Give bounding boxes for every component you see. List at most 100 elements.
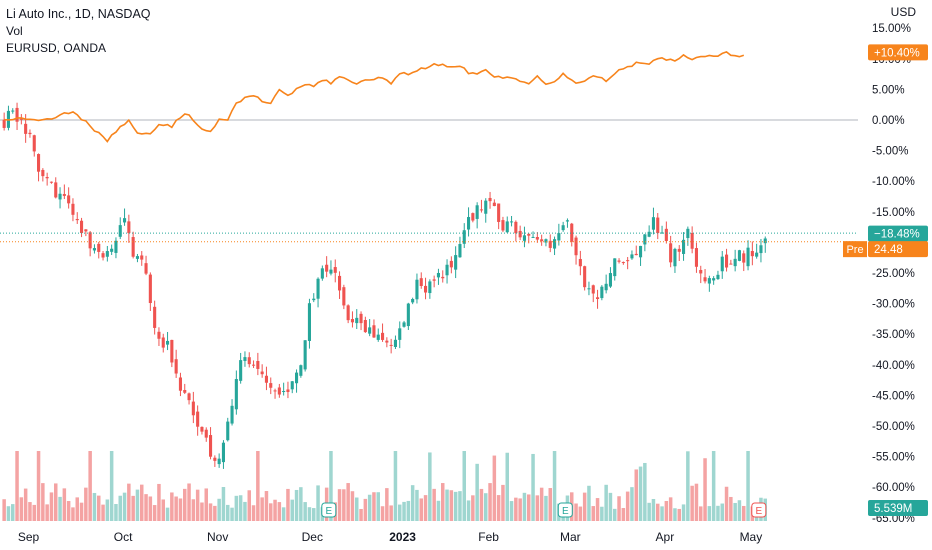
candle-body [617,260,621,262]
volume-bar [243,501,247,521]
volume-bar [109,451,114,521]
candle-body [660,232,664,234]
candle-body [372,325,376,338]
volume-bar [114,504,118,521]
volume-bar [398,504,402,521]
candle-body [80,220,84,234]
candle-body [733,258,737,267]
volume-bar [127,483,131,521]
candle-body [682,239,686,254]
volume-bar [432,488,436,521]
candle-body [578,258,582,267]
volume-bar [226,504,230,521]
y-axis-tick-label: -45.00% [872,390,915,402]
candle-body [153,306,157,328]
volume-bar [595,498,600,521]
earnings-marker [751,502,767,518]
volume-bar [204,488,208,521]
volume-badge-text: 5.539M [874,503,912,515]
candle-body [101,253,105,258]
volume-bar [140,484,144,521]
candle-body [565,220,569,222]
volume-bar [634,469,638,521]
volume-bar [514,497,518,521]
candle-body [166,340,170,345]
pre-market-badge-prefix-text: Pre [846,244,863,256]
candle-body [574,237,578,256]
volume-bar [372,492,376,521]
candle-body [763,238,767,244]
earnings-marker-label: E [562,506,569,517]
candle-body [234,379,238,410]
candle-body [295,372,299,384]
candle-body [127,221,131,234]
candle-body [325,264,329,272]
legend-volume[interactable]: Vol [6,24,23,38]
candle-body [445,264,449,276]
volume-bar [681,504,686,521]
volume-bar [656,503,660,521]
candle-body [664,228,668,242]
y-axis-tick-label: -60.00% [872,482,915,494]
volume-bar [677,508,681,521]
legend-compare-symbol[interactable]: EURUSD, OANDA [6,41,107,55]
candle-body [11,110,15,112]
volume-bar [195,489,200,521]
volume-bar [638,466,643,521]
candle-body [84,229,88,232]
volume-bar [84,487,88,521]
candle-body [424,285,428,293]
candle-body [200,426,204,432]
candle-body [282,391,286,393]
volume-bar [187,483,191,521]
volume-bar [256,451,260,521]
volume-bar [466,500,471,521]
volume-bar [269,503,273,521]
volume-bar [36,451,41,521]
volume-bar [299,487,303,521]
volume-bar [462,451,466,521]
candle-body [647,231,651,237]
candle-body [746,247,750,267]
candle-body [187,393,191,401]
candle-body [604,283,608,291]
legend-symbol[interactable]: Li Auto Inc., 1D, NASDAQ [6,7,151,21]
volume-bar [531,453,535,521]
volume-bar [522,492,527,521]
candle-body [381,332,385,340]
volume-bar [49,492,54,521]
candle-body [118,225,122,237]
volume-bar [273,499,277,521]
volume-bar [152,505,157,521]
last-price-badge-text: −18.48% [874,229,920,241]
candle-body [355,317,359,324]
y-axis-tick-label: -30.00% [872,299,915,311]
candle-body [191,401,195,416]
candle-body [144,263,148,274]
candle-body [411,298,415,303]
volume-bar [509,501,514,521]
candle-body [338,275,342,291]
volume-bar [733,502,737,521]
candle-body [363,320,367,333]
candle-body [135,256,139,259]
volume-bar [346,483,350,521]
candle-body [260,371,264,375]
candle-body [707,278,711,284]
volume-bar [191,499,196,521]
candle-body [105,251,109,257]
candle-body [376,334,380,340]
volume-bar [238,495,243,521]
currency-label[interactable]: USD [890,5,916,19]
volume-bar [45,504,49,521]
candle-body [140,255,144,260]
volume-bar [737,500,742,521]
candle-body [522,235,526,241]
candle-body [15,107,19,122]
candle-body [656,217,660,234]
candle-body [557,233,561,241]
candle-body [217,458,221,465]
volume-bar [277,502,282,521]
candle-body [699,269,703,274]
